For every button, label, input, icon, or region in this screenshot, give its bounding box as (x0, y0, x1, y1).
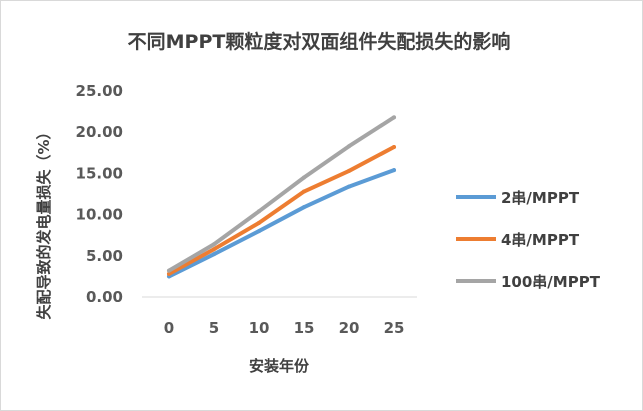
legend-label: 100串/MPPT (501, 273, 601, 291)
y-tick-label: 5.00 (86, 247, 123, 265)
y-axis-ticks: 0.00 5.00 10.00 15.00 20.00 25.00 (76, 82, 123, 306)
x-tick-label: 25 (384, 319, 405, 337)
data-point (347, 184, 351, 189)
data-point (167, 271, 171, 276)
data-point (392, 145, 396, 150)
series-line-2 (167, 145, 396, 276)
series-line-1 (167, 168, 396, 279)
legend-label: 2串/MPPT (501, 189, 580, 207)
data-point (257, 229, 261, 234)
y-tick-label: 20.00 (76, 123, 123, 141)
data-point (347, 144, 351, 149)
data-point (257, 220, 261, 225)
x-tick-label: 10 (249, 319, 270, 337)
x-tick-label: 5 (209, 319, 219, 337)
x-tick-label: 20 (339, 319, 360, 337)
y-axis-title: 失配导致的发电量损失（%） (35, 124, 53, 319)
data-point (302, 205, 306, 210)
x-tick-label: 15 (294, 319, 315, 337)
y-tick-label: 25.00 (76, 82, 123, 100)
data-point (212, 247, 216, 252)
x-axis-title: 安装年份 (249, 357, 310, 375)
data-point (257, 209, 261, 214)
y-tick-label: 10.00 (76, 206, 123, 224)
data-point (392, 115, 396, 120)
data-point (302, 189, 306, 194)
data-point (167, 268, 171, 273)
legend: 2串/MPPT 4串/MPPT 100串/MPPT (456, 189, 601, 291)
data-point (212, 252, 216, 257)
chart-title: 不同MPPT颗粒度对双面组件失配损失的影响 (128, 30, 511, 53)
x-tick-label: 0 (164, 319, 174, 337)
data-point (212, 242, 216, 247)
data-point (302, 175, 306, 180)
series-lines (167, 115, 396, 279)
data-point (392, 168, 396, 173)
x-axis-ticks: 0 5 10 15 20 25 (164, 319, 405, 337)
y-tick-label: 15.00 (76, 164, 123, 182)
y-tick-label: 0.00 (86, 288, 123, 306)
series-line-3 (167, 115, 396, 273)
legend-label: 4串/MPPT (501, 231, 580, 249)
data-point (347, 168, 351, 173)
